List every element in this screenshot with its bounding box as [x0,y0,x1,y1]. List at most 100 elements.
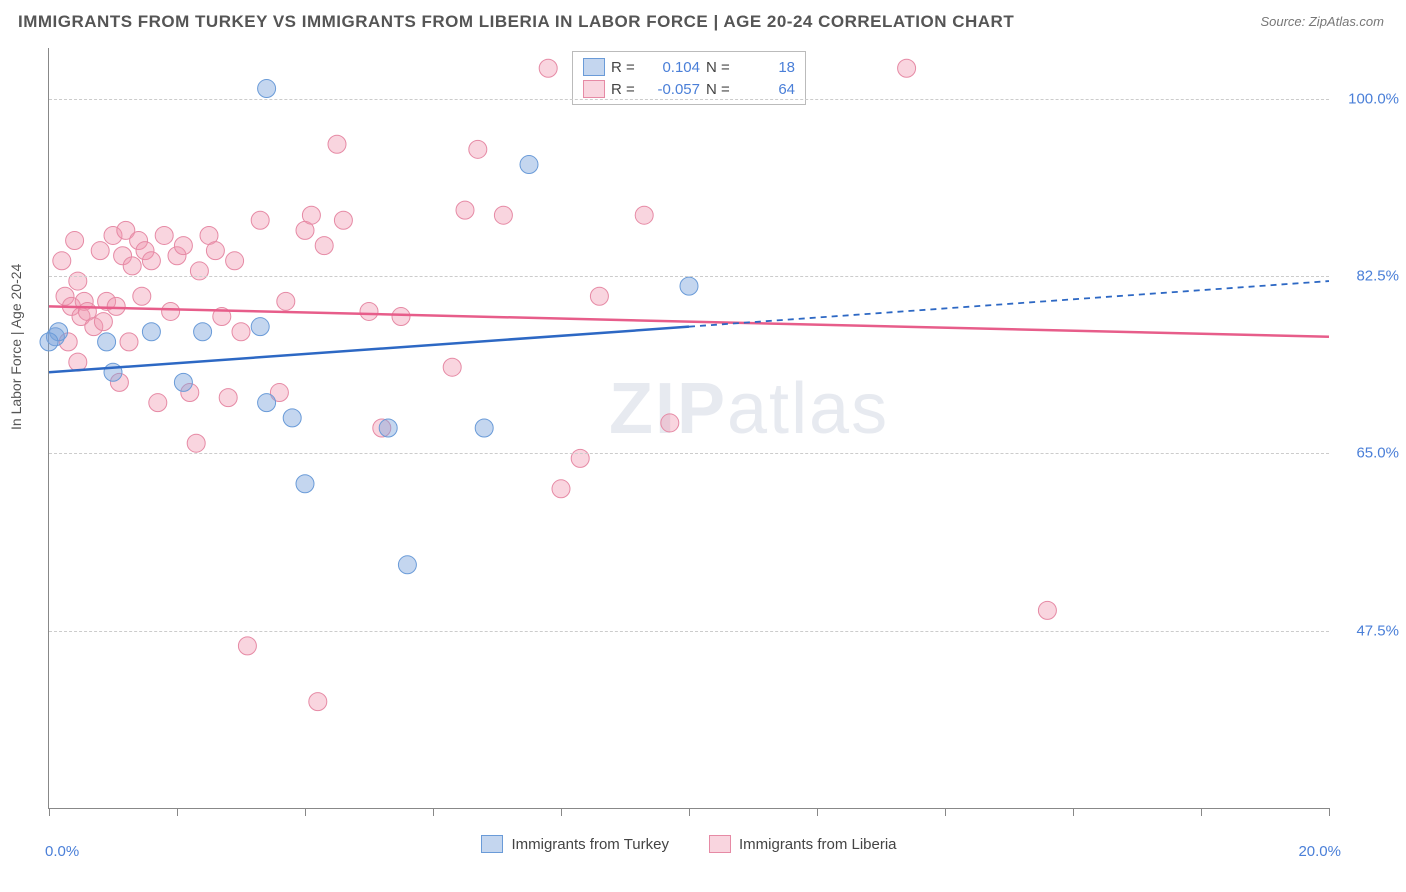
data-point [238,637,256,655]
series-legend: Immigrants from Turkey Immigrants from L… [49,835,1329,853]
data-point [232,323,250,341]
data-point [494,206,512,224]
r-label: R = [611,59,639,76]
data-point [590,287,608,305]
data-point [334,211,352,229]
data-point [91,242,109,260]
y-tick-label: 65.0% [1339,445,1399,462]
x-tick [561,808,562,816]
data-point [469,140,487,158]
y-tick-label: 82.5% [1339,268,1399,285]
data-point [142,323,160,341]
chart-title: IMMIGRANTS FROM TURKEY VS IMMIGRANTS FRO… [18,12,1014,32]
data-point [194,323,212,341]
source-label: Source: [1260,14,1308,29]
correlation-legend: R = 0.104 N = 18 R = -0.057 N = 64 [572,51,806,105]
source-value: ZipAtlas.com [1309,14,1384,29]
legend-item-turkey: Immigrants from Turkey [481,835,669,853]
data-point [251,211,269,229]
x-tick [817,808,818,816]
n-value-liberia: 64 [740,81,795,98]
x-tick [433,808,434,816]
data-point [174,237,192,255]
data-point [98,333,116,351]
data-point [174,373,192,391]
data-point [398,556,416,574]
data-point [251,318,269,336]
data-point [360,302,378,320]
data-point [162,302,180,320]
data-point [1038,601,1056,619]
x-tick [177,808,178,816]
data-point [155,226,173,244]
data-point [69,353,87,371]
data-point [149,394,167,412]
legend-row-turkey: R = 0.104 N = 18 [583,56,795,78]
data-point [539,59,557,77]
legend-label-turkey: Immigrants from Turkey [511,836,669,853]
data-point [379,419,397,437]
data-point [226,252,244,270]
data-point [475,419,493,437]
data-point [309,693,327,711]
source-attribution: Source: ZipAtlas.com [1260,14,1384,29]
data-point [123,257,141,275]
swatch-liberia [583,80,605,98]
data-point [296,475,314,493]
legend-item-liberia: Immigrants from Liberia [709,835,897,853]
data-point [40,333,58,351]
legend-row-liberia: R = -0.057 N = 64 [583,78,795,100]
data-point [571,449,589,467]
data-point [53,252,71,270]
data-point [302,206,320,224]
swatch-turkey [583,58,605,76]
x-tick [49,808,50,816]
data-point [552,480,570,498]
data-point [328,135,346,153]
data-point [635,206,653,224]
r-value-liberia: -0.057 [645,81,700,98]
swatch-liberia [709,835,731,853]
gridline [49,276,1329,277]
x-tick [1073,808,1074,816]
data-point [258,394,276,412]
data-point [219,389,237,407]
data-point [680,277,698,295]
data-point [104,363,122,381]
data-point [206,242,224,260]
gridline [49,453,1329,454]
data-point [661,414,679,432]
data-point [277,292,295,310]
plot-area: ZIPatlas R = 0.104 N = 18 R = -0.057 N =… [48,48,1329,809]
data-point [107,297,125,315]
r-value-turkey: 0.104 [645,59,700,76]
y-axis-label: In Labor Force | Age 20-24 [8,264,24,430]
x-tick [1329,808,1330,816]
data-point [190,262,208,280]
data-point [392,308,410,326]
data-point [133,287,151,305]
data-point [443,358,461,376]
x-tick-label-min: 0.0% [45,843,79,860]
trend-line-extrapolated [689,281,1329,327]
chart-svg [49,48,1329,808]
data-point [456,201,474,219]
legend-label-liberia: Immigrants from Liberia [739,836,897,853]
data-point [94,313,112,331]
data-point [66,232,84,250]
data-point [315,237,333,255]
gridline [49,99,1329,100]
data-point [120,333,138,351]
gridline [49,631,1329,632]
x-tick [689,808,690,816]
data-point [142,252,160,270]
x-tick [945,808,946,816]
y-tick-label: 100.0% [1339,90,1399,107]
swatch-turkey [481,835,503,853]
x-tick [305,808,306,816]
data-point [520,156,538,174]
data-point [898,59,916,77]
y-tick-label: 47.5% [1339,622,1399,639]
data-point [69,272,87,290]
n-value-turkey: 18 [740,59,795,76]
